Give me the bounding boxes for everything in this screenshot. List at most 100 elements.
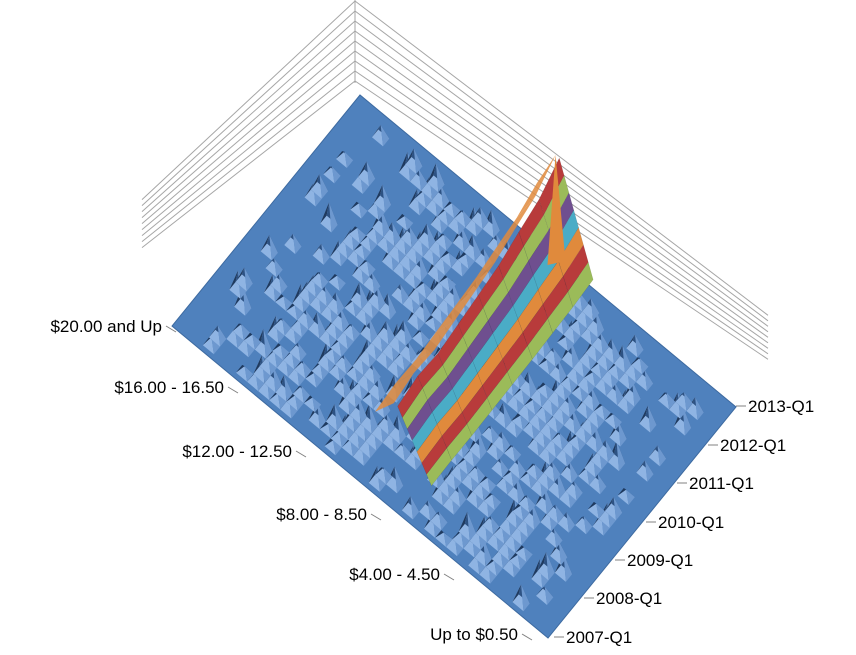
surface-facet [374,467,384,476]
surface-facet [426,277,435,299]
surface-facet [527,432,537,447]
surface-facet [235,366,248,382]
surface-facet [669,392,678,410]
surface-facet [351,324,361,342]
surface-facet [578,319,587,337]
surface-facet [328,275,340,291]
surface-facet [463,448,472,458]
ridge-top [476,228,516,278]
surface-facet [305,310,315,330]
surface-facet [286,393,296,402]
surface-facet [526,463,535,472]
surface-facet [202,337,212,346]
surface-facet [508,459,518,470]
surface-facet [359,235,369,244]
surface-facet [303,397,315,413]
surface-facet [631,357,643,375]
surface-facet [377,320,387,336]
surface-facet [472,481,484,501]
surface-facet [368,465,378,483]
surface-facet [346,366,355,374]
surface-facet [368,316,378,343]
surface-facet [342,372,351,399]
surface-facet [534,464,544,481]
surface-facet [626,334,635,349]
wage-tick-label: $4.00 - 4.50 [349,565,440,584]
surface-facet [526,495,536,513]
surface-facet [217,325,227,347]
surface-facet [512,505,524,521]
surface-facet [546,414,556,424]
surface-facet [465,458,475,475]
surface-facet [320,363,329,381]
surface-facet [554,380,566,401]
wage-tick [295,450,307,458]
surface-facet [350,381,360,391]
surface-facet [362,393,374,410]
surface-facet [436,209,448,227]
surface-facet [335,151,347,168]
surface-facet [311,271,320,281]
surface-facet [408,188,418,207]
wage-tick [227,386,239,394]
surface-facet [440,252,452,268]
surface-facet [244,267,253,292]
surface-facet [336,238,348,259]
surface-facet [538,357,547,366]
surface-facet [342,228,352,242]
surface-facet [511,415,523,430]
surface-facet [393,352,405,371]
surface-facet [298,281,308,296]
surface-facet [440,250,449,259]
surface-facet [383,467,393,485]
surface-facet [522,420,534,440]
surface-facet [524,399,536,415]
surface-facet [366,227,375,236]
surface-facet [414,190,424,199]
surface-facet [545,384,555,400]
surface-facet [467,465,479,484]
surface-facet [433,255,443,266]
surface-facet [333,440,342,456]
surface-facet [244,366,254,382]
surface-facet [639,357,649,375]
surface-facet [420,330,430,348]
surface-facet [378,293,388,311]
surface-facet [568,435,580,452]
surface-facet [446,250,458,260]
surface-facet [521,388,531,406]
surface-facet [367,201,377,211]
surface-facet [358,260,368,268]
surface-facet [374,467,386,485]
surface-facet [631,357,640,366]
surface-facet [385,466,395,485]
surface-facet [400,283,409,305]
surface-facet [546,504,556,515]
surface-facet [614,381,624,406]
surface-facet [569,319,579,327]
surface-facet [483,493,493,501]
surface-facet [402,291,412,305]
surface-facet [553,528,563,549]
surface-facet [587,501,597,510]
surface-facet [592,513,602,527]
surface-facet [457,254,469,269]
surface-facet [412,330,421,339]
surface-facet [294,361,303,370]
surface-facet [366,161,376,187]
surface-facet [546,504,558,524]
surface-facet [304,274,314,288]
surface-facet [578,467,587,476]
surface-facet [505,498,515,520]
surface-facet [536,586,548,605]
surface-facet [376,284,386,311]
surface-facet [340,306,350,333]
surface-facet [324,348,336,365]
surface-facet [202,337,214,355]
surface-facet [515,545,525,553]
surface-facet [323,166,332,175]
surface-facet [435,233,445,242]
surface-facet [247,372,256,382]
surface-facet [512,445,522,463]
surface-facet [317,342,327,364]
